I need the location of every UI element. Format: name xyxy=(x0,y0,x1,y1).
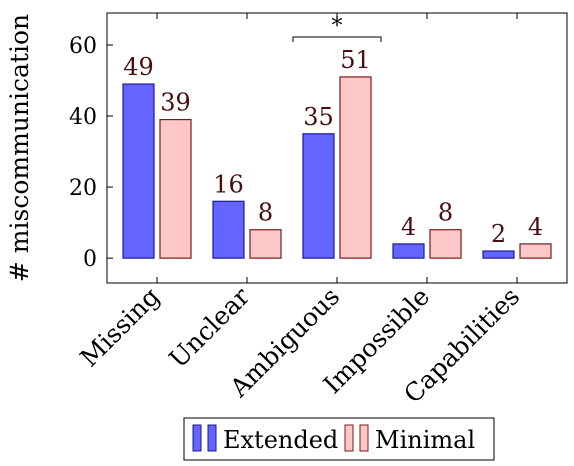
bar-extended-missing xyxy=(122,83,155,259)
data-label: 4 xyxy=(528,213,543,241)
data-label: 35 xyxy=(303,103,334,131)
legend-swatch-extended xyxy=(192,424,202,452)
bar-minimal-missing xyxy=(159,118,192,259)
legend-label-minimal: Minimal xyxy=(375,426,475,454)
y-axis-title: # miscommunication xyxy=(5,14,34,282)
y-tick-label: 60 xyxy=(69,34,97,59)
bar-extended-capabilities xyxy=(482,250,515,259)
significance-star: * xyxy=(332,14,343,39)
y-tick-label: 20 xyxy=(69,176,97,201)
data-label: 8 xyxy=(438,199,453,227)
legend: Extended Minimal xyxy=(183,417,495,461)
bar-minimal-ambiguous xyxy=(339,76,372,259)
y-axis: 0 20 40 60 xyxy=(69,34,113,272)
x-tick-label: Unclear xyxy=(163,282,255,374)
data-label: 8 xyxy=(258,199,273,227)
bar-minimal-unclear xyxy=(249,229,282,259)
x-tick-labels: MissingUnclearAmbiguousImpossibleCapabil… xyxy=(74,282,525,409)
bar-minimal-capabilities xyxy=(519,243,552,259)
bar-extended-impossible xyxy=(392,243,425,259)
legend-swatch-extended xyxy=(207,424,217,452)
data-label: 2 xyxy=(491,220,506,248)
bar-extended-ambiguous xyxy=(302,133,335,259)
legend-swatch-minimal xyxy=(359,424,369,452)
legend-swatch-minimal xyxy=(344,424,354,452)
bar-minimal-impossible xyxy=(429,229,462,259)
x-tick-label: Missing xyxy=(74,282,165,373)
bar-extended-unclear xyxy=(212,200,245,259)
data-label: 39 xyxy=(160,89,191,117)
data-label: 16 xyxy=(213,170,244,198)
significance-bracket-line xyxy=(292,36,382,42)
bars xyxy=(122,13,552,283)
data-label: 4 xyxy=(401,213,416,241)
legend-label-extended: Extended xyxy=(223,426,338,454)
data-label: 49 xyxy=(123,53,154,81)
significance-bracket: * xyxy=(292,14,382,42)
legend-box xyxy=(183,417,495,461)
y-tick-label: 0 xyxy=(83,247,97,272)
y-tick-label: 40 xyxy=(69,105,97,130)
data-label: 51 xyxy=(340,46,371,74)
